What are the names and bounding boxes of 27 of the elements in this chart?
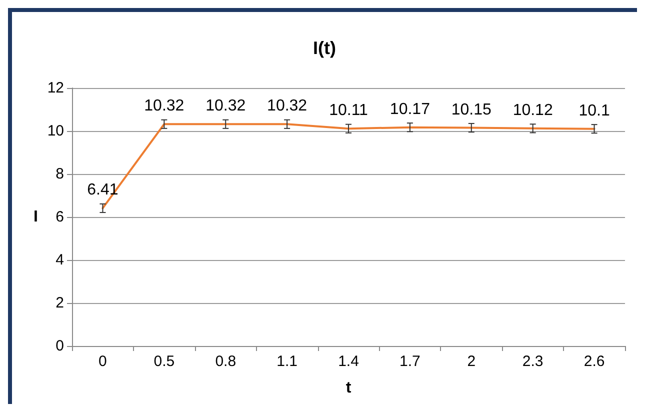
- data-label: 10.1: [578, 102, 610, 120]
- data-label: 10.15: [451, 101, 492, 118]
- y-tick-label: 0: [56, 338, 64, 354]
- y-axis-title: I: [34, 208, 38, 226]
- x-tick-label: 1.7: [400, 353, 420, 370]
- y-tick-label: 6: [56, 208, 64, 226]
- x-tick-label: 2.3: [522, 353, 544, 370]
- x-tick-label: 2: [467, 353, 476, 370]
- x-tick-label: 0.5: [154, 353, 175, 370]
- data-label: 10.32: [267, 98, 308, 115]
- y-tick-label: 12: [47, 80, 64, 96]
- x-tick-label: 1.1: [276, 353, 298, 370]
- x-tick-label: 0.8: [215, 353, 236, 370]
- x-tick-label: 1.4: [338, 353, 359, 370]
- data-label: 10.32: [206, 98, 246, 115]
- y-tick-label: 2: [56, 294, 64, 312]
- data-label: 10.17: [390, 100, 430, 118]
- data-label: 10.11: [329, 102, 368, 120]
- chart-title: I(t): [313, 38, 336, 58]
- data-label: 10.32: [144, 98, 184, 115]
- data-label: 10.12: [512, 102, 553, 119]
- x-axis-title: t: [346, 380, 352, 396]
- y-tick-label: 10: [47, 122, 64, 140]
- x-tick-label: 2.6: [584, 353, 605, 370]
- y-tick-label: 8: [56, 166, 64, 182]
- x-tick-label: 0: [98, 353, 107, 370]
- y-tick-label: 4: [56, 252, 64, 268]
